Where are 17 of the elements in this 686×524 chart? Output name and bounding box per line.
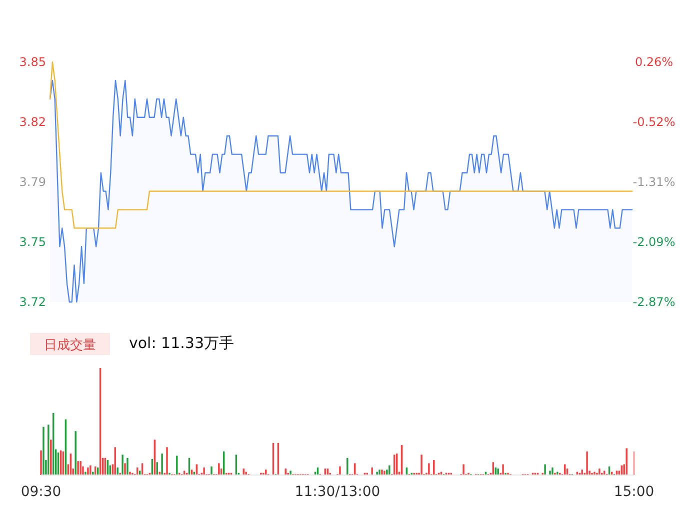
line-series bbox=[49, 61, 633, 229]
y-tick-label: 3.72 bbox=[19, 295, 46, 309]
y-tick-label: 3.82 bbox=[19, 115, 46, 129]
x-tick-label: 09:30 bbox=[20, 484, 62, 500]
y-tick-label: 3.85 bbox=[19, 55, 46, 69]
chart-subtitle: vol: 11.33万手 bbox=[129, 334, 234, 352]
chart-title: 日成交量 bbox=[44, 337, 96, 353]
x-tick-label: 11:30/13:00 bbox=[294, 484, 380, 500]
x-tick-label: 15:00 bbox=[614, 484, 654, 500]
y2-tick-label: -1.31% bbox=[632, 175, 676, 189]
y2-tick-label: -0.52% bbox=[632, 115, 676, 129]
y-tick-label: 3.79 bbox=[19, 175, 46, 189]
y-tick-label: 3.75 bbox=[19, 235, 46, 249]
y2-tick-label: 0.26% bbox=[634, 55, 674, 69]
y2-tick-label: -2.09% bbox=[632, 235, 676, 249]
y2-tick-label: -2.87% bbox=[632, 295, 676, 309]
title: 日成交量 bbox=[30, 333, 110, 355]
